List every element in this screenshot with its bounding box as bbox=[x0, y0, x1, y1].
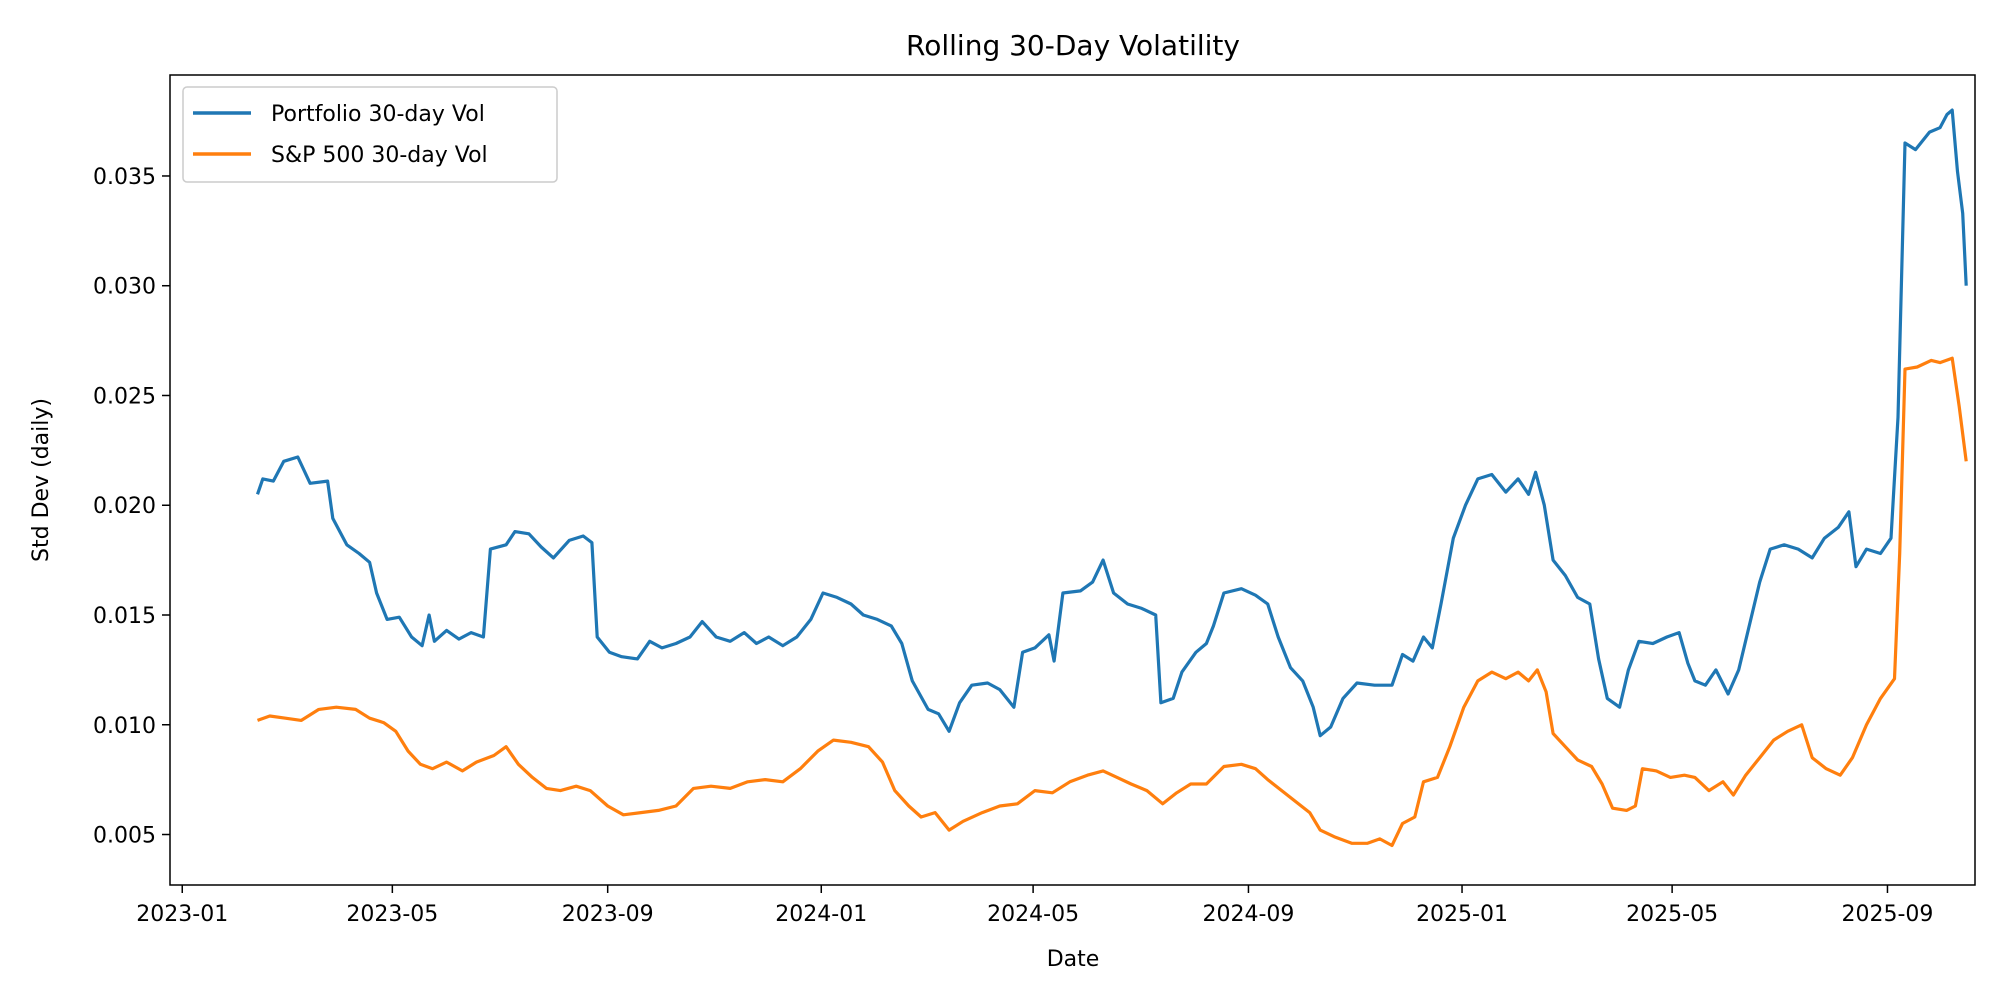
legend-box bbox=[182, 86, 558, 183]
plot-lines bbox=[255, 108, 1968, 848]
legend-label-sp500: S&P 500 30-day Vol bbox=[271, 143, 488, 168]
x-tick-label: 2025-01 bbox=[1416, 902, 1508, 927]
x-tick-label: 2023-01 bbox=[136, 902, 228, 927]
x-tick-label: 2024-01 bbox=[775, 902, 867, 927]
series-line-sp500 bbox=[256, 356, 1968, 848]
series-line-portfolio bbox=[255, 108, 1968, 738]
y-axis: 0.005 0.010 0.015 0.020 0.025 0.030 0.035 bbox=[93, 165, 170, 849]
x-tick-label: 2023-05 bbox=[346, 902, 438, 927]
y-tick-label: 0.030 bbox=[93, 275, 156, 300]
legend: Portfolio 30-day Vol S&P 500 30-day Vol bbox=[182, 86, 558, 183]
legend-label-portfolio: Portfolio 30-day Vol bbox=[271, 102, 485, 127]
chart-title: Rolling 30-Day Volatility bbox=[906, 29, 1240, 62]
x-axis: 2023-01 2023-05 2023-09 2024-01 2024-05 2024-… bbox=[136, 885, 1933, 927]
y-tick-label: 0.005 bbox=[93, 824, 156, 849]
x-tick-label: 2025-09 bbox=[1842, 902, 1934, 927]
y-tick-label: 0.010 bbox=[93, 714, 156, 739]
y-tick-label: 0.025 bbox=[93, 384, 156, 409]
y-axis-label: Std Dev (daily) bbox=[29, 398, 54, 562]
x-axis-label: Date bbox=[1047, 947, 1100, 972]
plot-frame bbox=[169, 74, 1976, 886]
x-tick-label: 2024-09 bbox=[1202, 902, 1294, 927]
x-tick-label: 2025-05 bbox=[1626, 902, 1718, 927]
y-tick-label: 0.015 bbox=[93, 604, 156, 629]
y-tick-label: 0.035 bbox=[93, 165, 156, 190]
x-tick-label: 2023-09 bbox=[562, 902, 654, 927]
x-tick-label: 2024-05 bbox=[987, 902, 1079, 927]
y-tick-label: 0.020 bbox=[93, 494, 156, 519]
